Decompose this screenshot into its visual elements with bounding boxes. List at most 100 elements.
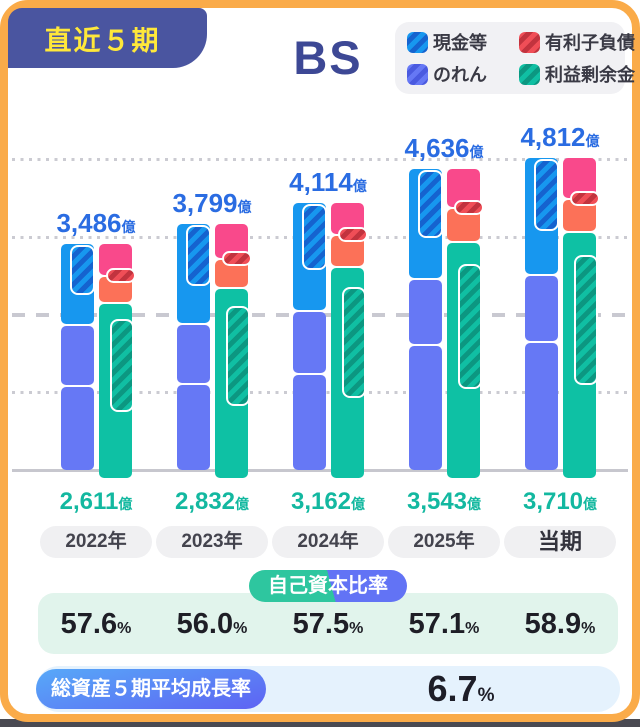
equity-ratio-value: 57.1% (374, 608, 514, 641)
total-value-label: 3,486億 (16, 208, 176, 239)
asset-bar-segment-cash_and_current_assets (292, 203, 327, 310)
total-value-label: 4,636億 (364, 133, 524, 164)
legend-item-retained: 利益剰余金 (519, 60, 635, 88)
retained-value-label: 3,710億 (480, 488, 640, 516)
asset-bar (408, 169, 443, 470)
cash-highlight-overlay (418, 170, 443, 238)
legend-item-cash: 現金等 (407, 28, 519, 56)
liability-equity-bar (98, 243, 136, 478)
asset-bar-segment-goodwill_upper_purple (524, 275, 558, 341)
total-value-unit: 億 (352, 178, 367, 195)
equity-ratio-value: 58.9% (490, 608, 630, 641)
equity-ratio-number: 57.6 (60, 608, 118, 640)
legend-label-debt: 有利子負債 (545, 33, 635, 53)
equity-ratio-number: 57.1 (408, 608, 466, 640)
liability-bar-segment-interest_bearing_debt_orange (446, 200, 484, 242)
asset-bar-segment-goodwill_upper_purple (176, 325, 210, 384)
debt-highlight-overlay (337, 226, 368, 242)
debt-swatch-icon (519, 31, 540, 53)
liability-bar-segment-retained_earnings_teal (330, 268, 366, 478)
liability-bar-segment-interest_bearing_debt_orange (562, 190, 600, 231)
retained-earnings-highlight-overlay (110, 319, 134, 412)
equity-ratio-suffix: % (349, 620, 364, 637)
retained-value-number: 3,710 (522, 488, 584, 515)
asset-bar-segment-other_assets_lower_purple (524, 342, 558, 470)
equity-ratio-value: 57.5% (258, 608, 398, 641)
year-pill-当期: 当期 (504, 526, 616, 558)
liability-bar-segment-interest_bearing_debt_orange (330, 226, 368, 267)
retained-value-number: 2,832 (174, 488, 236, 515)
asset-bar (292, 203, 327, 470)
cash-highlight-overlay (186, 224, 211, 287)
cash-highlight-overlay (302, 204, 327, 271)
legend-label-cash: 現金等 (433, 33, 487, 53)
liability-bar-segment-retained_earnings_teal (562, 232, 598, 478)
growth-band: 総資産５期平均成長率 6.7% (36, 666, 620, 712)
recent-periods-badge: 直近５期 (8, 8, 207, 68)
growth-label: 総資産５期平均成長率 (51, 678, 251, 700)
legend-item-debt: 有利子負債 (519, 28, 635, 56)
liability-equity-bar (330, 203, 368, 478)
total-value-label: 4,114億 (248, 167, 408, 198)
total-value-unit: 億 (469, 144, 484, 161)
year-pill-2024年: 2024年 (272, 526, 384, 558)
equity-ratio-number: 57.5 (292, 608, 350, 640)
asset-bar-segment-cash_and_current_assets (408, 169, 443, 279)
growth-label-pill: 総資産５期平均成長率 (36, 669, 266, 709)
debt-highlight-overlay (453, 200, 484, 216)
equity-ratio-number: 58.9 (524, 608, 582, 640)
liability-equity-bar (446, 169, 484, 478)
total-value-label: 3,799億 (132, 188, 292, 219)
cash-swatch-icon (407, 31, 428, 53)
asset-bar-segment-other_assets_lower_purple (176, 385, 210, 470)
asset-bar-segment-cash_and_current_assets (60, 243, 95, 324)
equity-ratio-pill-label: 自己資本比率 (268, 575, 388, 597)
cash-highlight-overlay (70, 244, 95, 295)
retained-value-label: 2,611億 (16, 488, 176, 516)
equity-ratio-pill: 自己資本比率 (249, 570, 407, 602)
retained-swatch-icon (519, 63, 540, 85)
asset-bar-segment-cash_and_current_assets (524, 158, 559, 274)
total-value-number: 3,799 (172, 187, 238, 218)
legend-item-goodwill: のれん (407, 60, 519, 88)
total-value-unit: 億 (585, 133, 600, 149)
retained-earnings-highlight-overlay (574, 254, 598, 385)
asset-bar (176, 223, 211, 470)
retained-earnings-highlight-overlay (342, 286, 366, 399)
retained-value-unit: 億 (118, 496, 133, 512)
retained-value-label: 3,162億 (248, 488, 408, 516)
debt-highlight-overlay (221, 250, 252, 266)
debt-highlight-overlay (569, 190, 600, 206)
liability-equity-bar (214, 223, 252, 478)
total-value-unit: 億 (121, 218, 136, 235)
total-value-number: 4,636 (404, 133, 470, 164)
retained-value-unit: 億 (467, 496, 482, 512)
liability-bar-segment-retained_earnings_teal (214, 289, 250, 478)
asset-bar-segment-goodwill_upper_purple (60, 325, 94, 386)
asset-bar-segment-goodwill_upper_purple (292, 311, 326, 373)
asset-bar-segment-other_assets_lower_purple (408, 346, 442, 470)
retained-value-number: 3,162 (290, 488, 352, 515)
total-value-number: 3,486 (56, 207, 122, 238)
growth-value: 6.7% (296, 667, 626, 711)
liability-bar-segment-retained_earnings_teal (446, 243, 482, 478)
equity-ratio-number: 56.0 (176, 608, 234, 640)
growth-value-number: 6.7 (427, 668, 478, 709)
legend: 現金等 有利子負債のれん 利益剰余金 (395, 22, 635, 94)
total-value-unit: 億 (237, 198, 252, 215)
liability-bar-segment-interest_bearing_debt_orange (98, 267, 136, 302)
liability-bar-segment-retained_earnings_teal (98, 303, 134, 478)
total-value-number: 4,812 (520, 122, 586, 152)
retained-earnings-highlight-overlay (458, 264, 482, 389)
growth-value-suffix: % (477, 685, 495, 706)
equity-ratio-band (38, 593, 618, 654)
equity-ratio-value: 57.6% (26, 608, 166, 641)
asset-bar (524, 158, 559, 470)
legend-label-retained: 利益剰余金 (545, 65, 635, 85)
page-background-strip (0, 719, 640, 727)
equity-ratio-suffix: % (581, 620, 596, 637)
gridline-4800 (12, 157, 628, 161)
year-pill-2022年: 2022年 (40, 526, 152, 558)
goodwill-swatch-icon (407, 63, 428, 85)
